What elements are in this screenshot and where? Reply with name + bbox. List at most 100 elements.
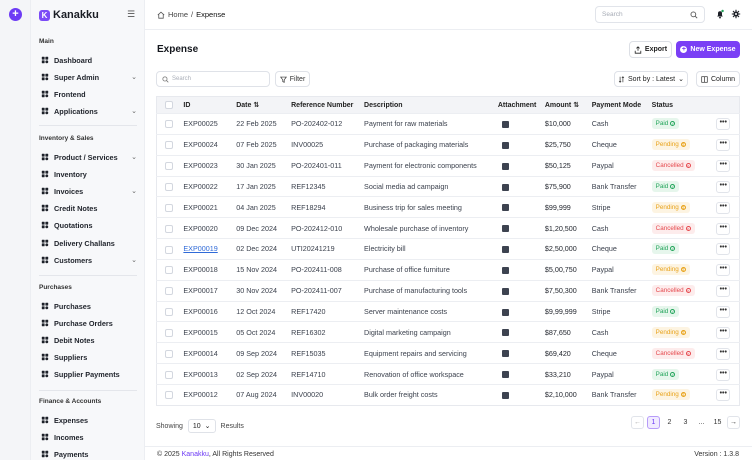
more-actions-button[interactable]: ••• <box>716 264 731 277</box>
sidebar-item-quotations[interactable]: Quotations <box>41 218 137 232</box>
menu-toggle-icon[interactable]: ☰ <box>127 9 136 19</box>
row-checkbox[interactable] <box>165 203 174 212</box>
per-page-select[interactable]: 10 ⌄ <box>187 419 216 433</box>
row-checkbox[interactable] <box>165 245 174 254</box>
more-actions-button[interactable]: ••• <box>716 347 731 360</box>
chevron-down-icon[interactable]: ⌄ <box>131 154 137 161</box>
attachment-icon[interactable] <box>501 204 509 212</box>
table-row[interactable]: EXP00017 30 Nov 2024 PO-202411-007 Purchase… <box>156 280 740 301</box>
settings-icon[interactable] <box>731 9 741 19</box>
page-button[interactable]: 15 <box>713 419 722 426</box>
attachment-icon[interactable] <box>501 141 509 149</box>
attachment-icon[interactable] <box>501 162 509 170</box>
sidebar-item-delivery-challans[interactable]: Delivery Challans <box>41 236 137 250</box>
home-icon[interactable] <box>157 11 165 19</box>
attachment-icon[interactable] <box>501 183 509 191</box>
row-checkbox[interactable] <box>165 287 174 296</box>
row-checkbox[interactable] <box>165 328 174 337</box>
new-expense-button[interactable]: + New Expense <box>676 41 740 58</box>
expense-id[interactable]: EXP00021 <box>183 202 218 212</box>
select-all-checkbox[interactable] <box>165 101 174 109</box>
row-checkbox[interactable] <box>165 391 174 400</box>
chevron-down-icon[interactable]: ⌄ <box>131 257 137 264</box>
sidebar-item-inventory[interactable]: Inventory <box>41 167 137 181</box>
add-icon[interactable]: + <box>9 8 22 21</box>
sidebar-item-credit-notes[interactable]: Credit Notes <box>41 201 137 215</box>
header-date[interactable]: Date ⇅ <box>234 97 289 114</box>
attachment-icon[interactable] <box>501 246 509 254</box>
sidebar-item-customers[interactable]: Customers ⌄ <box>41 253 137 267</box>
row-checkbox[interactable] <box>165 266 174 275</box>
table-row[interactable]: EXP00020 09 Dec 2024 PO-202412-010 Wholesal… <box>156 217 740 239</box>
sidebar-item-incomes[interactable]: Incomes <box>41 430 137 444</box>
sort-arrows-icon[interactable]: ⇅ <box>253 102 260 109</box>
table-row[interactable]: EXP00019 02 Dec 2024 UTI20241219 Electricit… <box>156 238 740 260</box>
sort-arrows-icon[interactable]: ⇅ <box>573 102 580 109</box>
next-page-button[interactable]: → <box>727 416 740 429</box>
attachment-icon[interactable] <box>501 308 509 316</box>
expense-id[interactable]: EXP00014 <box>183 348 218 358</box>
logo[interactable]: K Kanakku <box>39 8 99 22</box>
table-row[interactable]: EXP00021 04 Jan 2025 REF18294 Business trip… <box>156 196 740 218</box>
table-row[interactable]: EXP00014 09 Sep 2024 REF15035 Equipment rep… <box>156 342 740 364</box>
table-row[interactable]: EXP00024 07 Feb 2025 INV00025 Purchase of p… <box>156 134 740 155</box>
expense-id[interactable]: EXP00020 <box>183 223 218 233</box>
export-button[interactable]: Export <box>629 41 672 58</box>
notification-icon[interactable] <box>715 9 725 19</box>
expense-id[interactable]: EXP00019 <box>183 244 218 254</box>
sidebar-item-expenses[interactable]: Expenses <box>41 413 137 427</box>
chevron-down-icon[interactable]: ⌄ <box>131 188 137 195</box>
more-actions-button[interactable]: ••• <box>716 201 731 214</box>
sidebar-item-purchase-orders[interactable]: Purchase Orders <box>41 316 137 330</box>
prev-page-button[interactable]: ← <box>631 416 644 429</box>
sidebar-item-applications[interactable]: Applications ⌄ <box>41 104 137 118</box>
filter-button[interactable]: Filter <box>275 71 310 87</box>
expense-id[interactable]: EXP00013 <box>183 369 218 379</box>
attachment-icon[interactable] <box>501 225 509 233</box>
sidebar-item-dashboard[interactable]: Dashboard <box>41 53 137 67</box>
sort-dropdown[interactable]: Sort by : Latest ⌄ <box>614 71 688 87</box>
more-actions-button[interactable]: ••• <box>716 368 731 381</box>
sidebar-item-frontend[interactable]: Frontend <box>41 87 137 101</box>
chevron-down-icon[interactable]: ⌄ <box>131 108 137 115</box>
row-checkbox[interactable] <box>165 349 174 358</box>
sidebar-item-purchases[interactable]: Purchases <box>41 299 137 313</box>
expense-id[interactable]: EXP00024 <box>183 140 218 150</box>
more-actions-button[interactable]: ••• <box>716 285 731 298</box>
sidebar-item-debit-notes[interactable]: Debit Notes <box>41 333 137 347</box>
more-actions-button[interactable]: ••• <box>716 118 731 131</box>
table-row[interactable]: EXP00025 22 Feb 2025 PO-202402-012 Payment … <box>156 113 740 135</box>
table-row[interactable]: EXP00022 17 Jan 2025 REF12345 Social media … <box>156 176 740 197</box>
expense-id[interactable]: EXP00022 <box>183 181 218 191</box>
page-button[interactable]: 2 <box>667 419 672 426</box>
header-amount[interactable]: Amount ⇅ <box>543 97 590 114</box>
attachment-icon[interactable] <box>501 329 509 337</box>
table-row[interactable]: EXP00013 02 Sep 2024 REF14710 Renovation of… <box>156 363 740 385</box>
page-button[interactable]: 1 <box>647 416 660 429</box>
attachment-icon[interactable] <box>501 391 509 399</box>
brand-link[interactable]: Kanakku <box>181 451 209 458</box>
more-actions-button[interactable]: ••• <box>716 180 731 193</box>
attachment-icon[interactable] <box>501 121 509 129</box>
attachment-icon[interactable] <box>501 266 509 274</box>
more-actions-button[interactable]: ••• <box>716 326 731 339</box>
expense-id[interactable]: EXP00017 <box>183 286 218 296</box>
row-checkbox[interactable] <box>165 370 174 379</box>
table-row[interactable]: EXP00016 12 Oct 2024 REF17420 Server mainte… <box>156 301 740 322</box>
table-row[interactable]: EXP00023 30 Jan 2025 PO-202401-011 Payment … <box>156 155 740 176</box>
sidebar-item-invoices[interactable]: Invoices ⌄ <box>41 184 137 198</box>
table-row[interactable]: EXP00018 15 Nov 2024 PO-202411-008 Purchase… <box>156 259 740 280</box>
sidebar-item-supplier-payments[interactable]: Supplier Payments <box>41 367 137 381</box>
chevron-down-icon[interactable]: ⌄ <box>131 74 137 81</box>
more-actions-button[interactable]: ••• <box>716 139 731 152</box>
more-actions-button[interactable]: ••• <box>716 243 731 256</box>
row-checkbox[interactable] <box>165 162 174 171</box>
row-checkbox[interactable] <box>165 120 174 129</box>
attachment-icon[interactable] <box>501 350 509 358</box>
row-checkbox[interactable] <box>165 183 174 191</box>
expense-id[interactable]: EXP00018 <box>183 265 218 275</box>
global-search-input[interactable]: Search <box>595 6 705 23</box>
column-button[interactable]: Column <box>696 71 740 87</box>
more-actions-button[interactable]: ••• <box>716 306 731 319</box>
more-actions-button[interactable]: ••• <box>716 222 731 235</box>
